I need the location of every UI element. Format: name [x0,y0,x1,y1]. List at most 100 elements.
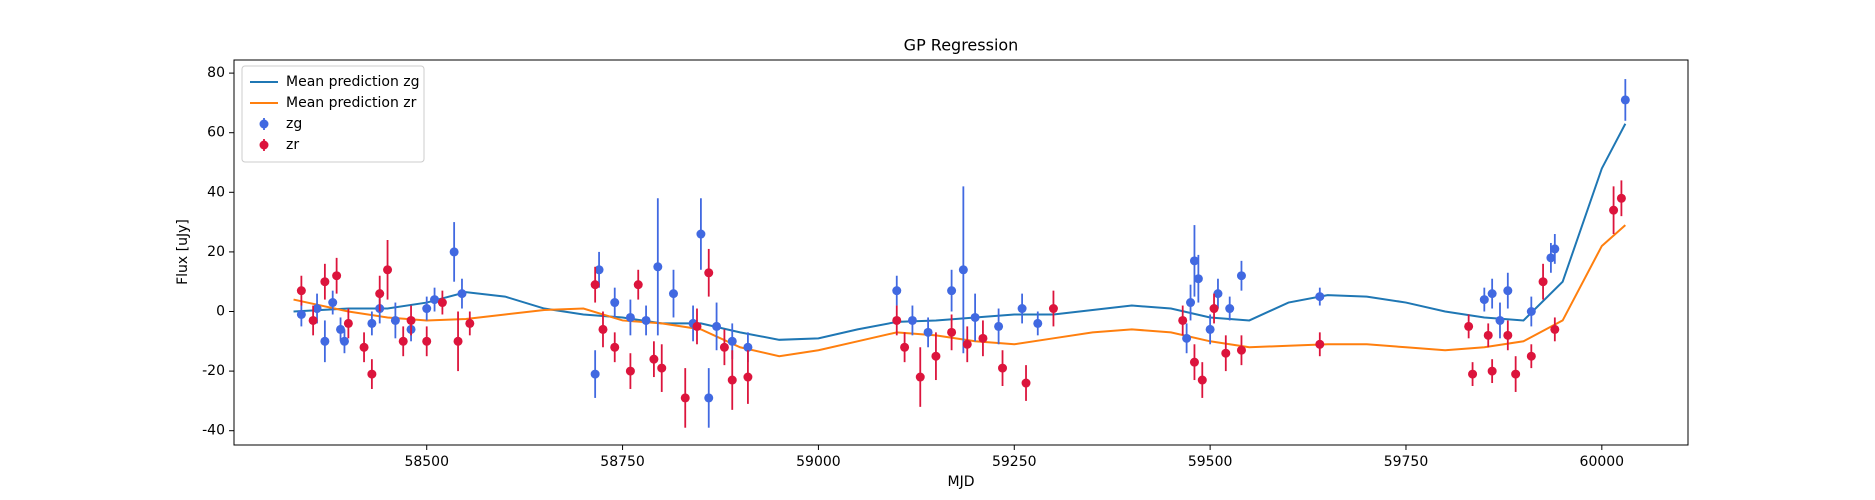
data-point [1189,357,1199,367]
data-point [465,318,475,328]
data-point [641,315,651,325]
data-point [962,339,972,349]
data-point [712,321,722,331]
data-point [610,298,620,308]
x-tick-label: 59750 [1384,454,1429,470]
y-axis-label: Flux [uJy] [175,219,191,285]
data-point [1209,304,1219,314]
data-point [994,321,1004,331]
data-point [958,265,968,275]
data-point [1503,286,1513,296]
legend-swatch [259,140,269,150]
data-point [1487,289,1497,299]
data-point [453,336,463,346]
x-tick-label: 58750 [600,454,645,470]
data-point [422,336,432,346]
data-point [998,363,1008,373]
data-point [594,265,604,275]
data-point [1017,304,1027,314]
data-point [430,295,440,305]
data-point [457,289,467,299]
data-point [633,280,643,290]
data-point [727,336,737,346]
data-point [320,336,330,346]
plot-area [234,60,1688,445]
chart-title: GP Regression [904,36,1019,55]
data-point [900,342,910,352]
x-tick-label: 60000 [1580,454,1625,470]
data-point [1511,369,1521,379]
data-point [1479,295,1489,305]
x-tick-label: 59500 [1188,454,1233,470]
data-point [931,351,941,361]
data-point [892,315,902,325]
x-tick-label: 59250 [992,454,1037,470]
data-point [336,324,346,334]
data-point [743,342,753,352]
data-point [923,327,933,337]
data-point [704,393,714,403]
data-point [696,229,706,239]
x-tick-label: 59000 [796,454,841,470]
data-point [367,369,377,379]
data-point [359,342,369,352]
data-point [296,286,306,296]
legend-label: zr [286,137,299,153]
y-tick-label: -40 [202,423,225,439]
data-point [727,375,737,385]
data-point [332,271,342,281]
data-point [719,342,729,352]
data-point [406,315,416,325]
data-point [328,298,338,308]
data-point [1213,289,1223,299]
data-point [590,280,600,290]
data-point [1546,253,1556,263]
x-tick-label: 58500 [404,454,449,470]
legend-label: zg [286,116,302,132]
legend-swatch [259,119,269,129]
data-point [692,321,702,331]
data-point [978,333,988,343]
data-point [296,309,306,319]
data-point [1236,271,1246,281]
y-tick-label: 20 [207,244,225,260]
x-axis-label: MJD [948,474,975,490]
data-point [653,262,663,272]
data-point [1189,256,1199,266]
data-point [668,289,678,299]
data-point [1033,318,1043,328]
legend: Mean prediction zg Mean prediction zr zg zr [241,65,425,163]
data-point [1609,205,1619,215]
data-point [1315,292,1325,302]
y-tick-label: 60 [207,125,225,141]
data-point [657,363,667,373]
data-point [375,289,385,299]
data-point [907,315,917,325]
data-point [367,318,377,328]
data-point [1178,315,1188,325]
y-tick-label: 40 [207,184,225,200]
data-point [1205,324,1215,334]
data-point [1550,244,1560,254]
plot-frame [233,59,1689,446]
legend-box [241,65,425,163]
data-point [383,265,393,275]
data-point [1550,324,1560,334]
data-point [590,369,600,379]
data-point [947,286,957,296]
data-point [970,312,980,322]
legend-label: Mean prediction zg [286,74,420,90]
data-point [1193,274,1203,284]
data-point [1221,348,1231,358]
data-point [915,372,925,382]
data-point [625,312,635,322]
data-point [1468,369,1478,379]
data-point [320,277,330,287]
data-point [1464,321,1474,331]
data-point [1048,304,1058,314]
data-point [1021,378,1031,388]
data-point [1483,330,1493,340]
data-point [343,318,353,328]
data-point [1182,333,1192,343]
